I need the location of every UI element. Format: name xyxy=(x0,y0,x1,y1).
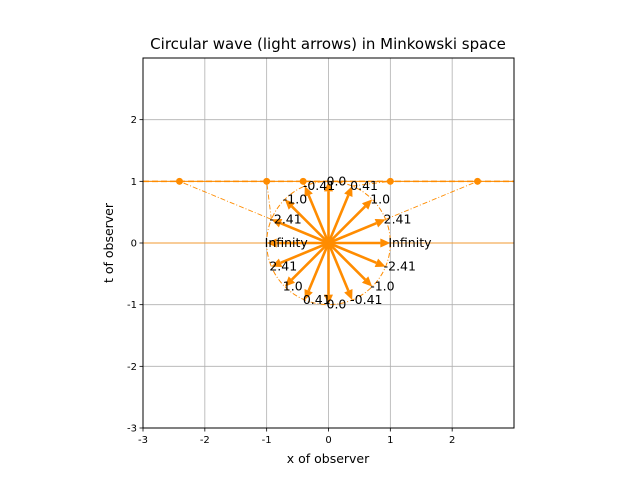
arrow-label: 0.0 xyxy=(327,297,347,312)
chart-marks xyxy=(175,177,482,306)
x-tick-label: -1 xyxy=(262,435,272,446)
light-arrow-head xyxy=(304,186,313,197)
arrow-label: 2.41 xyxy=(384,211,412,226)
arrow-label: 0.41 xyxy=(303,292,331,307)
light-arrow-head xyxy=(361,199,373,210)
y-tick-label: 1 xyxy=(131,177,137,188)
axis-ticks: -3 -2 -1 0 1 2 -3 -2 -1 0 1 2 xyxy=(127,115,455,446)
light-arrow-shaft xyxy=(280,222,329,245)
arrow-label: 1.0 xyxy=(370,191,390,206)
light-arrow-shaft xyxy=(290,205,330,244)
light-arrow-head xyxy=(380,238,391,248)
projection-line xyxy=(266,181,272,220)
light-arrow-head xyxy=(361,276,373,287)
arrow-label: -1.0 xyxy=(370,279,394,294)
light-arrow-shaft xyxy=(327,205,367,244)
y-axis-label: t of observer xyxy=(101,202,116,283)
x-tick-label: 2 xyxy=(449,435,455,446)
light-arrow-shaft xyxy=(328,241,377,264)
intersection-point xyxy=(474,177,482,185)
arrow-label: Infinity xyxy=(388,235,432,250)
arrow-label: -0.41 xyxy=(350,292,382,307)
y-tick-label: -1 xyxy=(127,300,137,311)
light-arrow-head xyxy=(284,199,296,210)
light-arrow-head xyxy=(304,289,313,300)
projection-line xyxy=(385,180,478,220)
arrow-label: 0.41 xyxy=(350,178,378,193)
arrow-label: -1.0 xyxy=(283,191,307,206)
intersection-point xyxy=(263,177,271,185)
x-tick-label: -2 xyxy=(200,435,210,446)
light-arrow-shaft xyxy=(328,222,377,245)
light-arrow-head xyxy=(344,289,353,300)
light-arrow-head xyxy=(324,294,333,305)
x-tick-label: 0 xyxy=(325,435,331,446)
light-arrow-head xyxy=(284,276,296,287)
y-tick-label: 2 xyxy=(131,115,137,126)
arrow-label: 2.41 xyxy=(269,259,297,274)
light-arrow-shaft xyxy=(327,242,367,281)
x-tick-label: -3 xyxy=(138,435,148,446)
light-arrow-head xyxy=(324,181,333,192)
light-arrow-shaft xyxy=(307,194,330,244)
arrow-label: 0.0 xyxy=(327,173,347,188)
light-arrow-shaft xyxy=(327,194,350,244)
light-arrow-head xyxy=(271,258,283,267)
arrow-labels: Infinity2.411.00.410.0-0.41-1.0-2.41Infi… xyxy=(265,173,432,311)
light-arrow-head xyxy=(266,238,277,248)
arrow-label: -0.41 xyxy=(303,178,335,193)
light-arrow-shaft xyxy=(280,241,329,264)
light-arrow-head xyxy=(374,258,386,267)
arrow-label: Infinity xyxy=(265,235,309,250)
arrow-label: 1.0 xyxy=(283,279,303,294)
arrow-label: -2.41 xyxy=(384,259,416,274)
light-arrow-shaft xyxy=(307,242,330,292)
light-arrow-shaft xyxy=(290,242,330,281)
x-tick-label: 1 xyxy=(387,435,393,446)
light-arrow-head xyxy=(344,186,353,197)
y-tick-label: 0 xyxy=(131,239,137,250)
projection-line xyxy=(179,180,272,220)
intersection-point xyxy=(386,177,394,185)
arrow-label: -2.41 xyxy=(269,211,301,226)
light-arrow-shaft xyxy=(327,242,350,292)
y-tick-label: -2 xyxy=(127,362,137,373)
light-arrow-head xyxy=(374,219,386,228)
y-tick-label: -3 xyxy=(127,424,137,435)
chart-title: Circular wave (light arrows) in Minkowsk… xyxy=(150,35,506,53)
x-axis-label: x of observer xyxy=(287,451,370,466)
intersection-point xyxy=(299,177,307,185)
projection-line xyxy=(352,180,391,187)
light-arrow-head xyxy=(271,219,283,228)
intersection-point xyxy=(175,177,183,185)
